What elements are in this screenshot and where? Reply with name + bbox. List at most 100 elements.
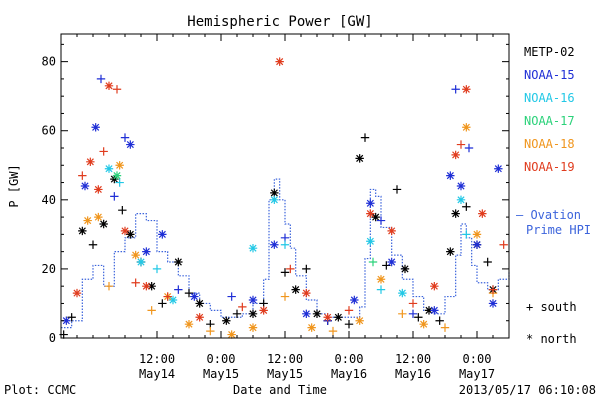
data-point-5-3 [94,185,103,194]
legend-entry: NOAA-17 [524,114,575,128]
x-tick-label-time: 0:00 [335,352,364,366]
north-marker [86,157,95,167]
data-point-5-1 [78,171,87,180]
data-point-2-0 [104,164,114,173]
data-point-2-9 [376,285,386,294]
data-point-1-26 [464,143,474,153]
data-point-5-8 [131,278,140,287]
x-tick-label-time: 12:00 [267,352,303,366]
south-marker [286,264,295,274]
data-point-5-6 [112,85,122,94]
south-marker [440,323,450,332]
data-point-1-12 [248,295,258,305]
data-point-1-15 [302,309,311,319]
south-marker [78,171,87,180]
data-point-0-32 [400,264,410,274]
data-point-4-8 [206,326,215,336]
north-marker [456,181,466,191]
data-point-1-5 [120,133,130,142]
north-marker [312,309,322,319]
data-point-5-20 [387,226,396,236]
north-marker [472,240,482,249]
y-tick-label: 20 [42,262,56,276]
data-point-0-34 [424,306,434,315]
data-point-0-37 [451,209,460,218]
north-marker [270,240,279,249]
south-marker [110,192,119,201]
north-marker [366,237,375,246]
south-marker [302,264,311,274]
x-tick-label-time: 12:00 [139,352,175,366]
data-point-0-26 [344,319,354,329]
south-marker [158,299,167,308]
north-marker [158,230,167,239]
data-point-5-16 [302,288,311,298]
north-marker [270,195,279,205]
data-point-2-12 [462,230,471,239]
data-point-1-22 [430,306,439,315]
south-marker [398,309,407,319]
north-marker [400,264,410,274]
data-point-5-9 [142,281,151,291]
data-point-4-17 [419,319,428,329]
south-marker [174,285,183,294]
x-tick-label-time: 12:00 [395,352,431,366]
data-point-1-21 [408,309,418,319]
data-point-2-11 [456,195,466,205]
data-point-0-28 [360,133,370,142]
data-point-0-16 [232,309,242,319]
south-marker [456,140,466,149]
data-point-1-19 [376,216,386,225]
data-point-1-28 [488,299,498,308]
north-marker [222,316,231,325]
north-marker [142,247,151,256]
data-point-4-9 [227,330,236,339]
north-marker [430,281,439,291]
data-point-0-20 [280,268,290,277]
south-marker [462,230,471,239]
south-marker [88,240,98,249]
data-point-2-3 [152,264,162,274]
north-marker [350,295,359,305]
data-point-5-13 [259,306,268,315]
north-marker [248,323,258,332]
south-marker [232,309,242,319]
data-point-0-6 [118,205,127,215]
north-marker [451,209,460,218]
south-marker [152,264,162,274]
data-point-0-11 [174,257,183,267]
data-point-2-10 [398,288,407,298]
north-marker [355,154,364,163]
data-point-0-15 [222,316,231,325]
data-point-5-12 [238,302,247,312]
north-marker [174,257,183,267]
data-point-1-2 [91,123,100,132]
data-point-4-13 [328,326,338,336]
legend-ovation-line2: Prime HPI [526,223,591,237]
x-tick-label-date: May15 [267,367,303,381]
data-point-0-17 [248,309,258,319]
south-marker [163,292,172,301]
data-point-4-11 [280,292,290,301]
data-point-1-25 [456,181,466,191]
data-point-0-29 [371,212,380,222]
data-point-4-10 [248,323,258,332]
north-marker [248,295,258,305]
data-point-0-7 [126,230,135,239]
south-marker [67,313,76,322]
data-point-0-2 [78,226,87,236]
legend-entry: NOAA-19 [524,160,575,174]
north-marker [126,230,135,239]
x-axis-label: Date and Time [233,383,327,397]
data-point-1-9 [174,285,183,294]
y-axis-label: P [GW] [7,164,21,207]
south-marker [435,316,444,325]
data-point-0-38 [462,202,471,211]
south-marker [131,278,140,287]
y-tick-label: 40 [42,193,56,207]
south-marker [376,216,386,225]
north-marker [307,323,316,332]
north-marker [376,275,386,284]
data-point-1-17 [350,295,359,305]
